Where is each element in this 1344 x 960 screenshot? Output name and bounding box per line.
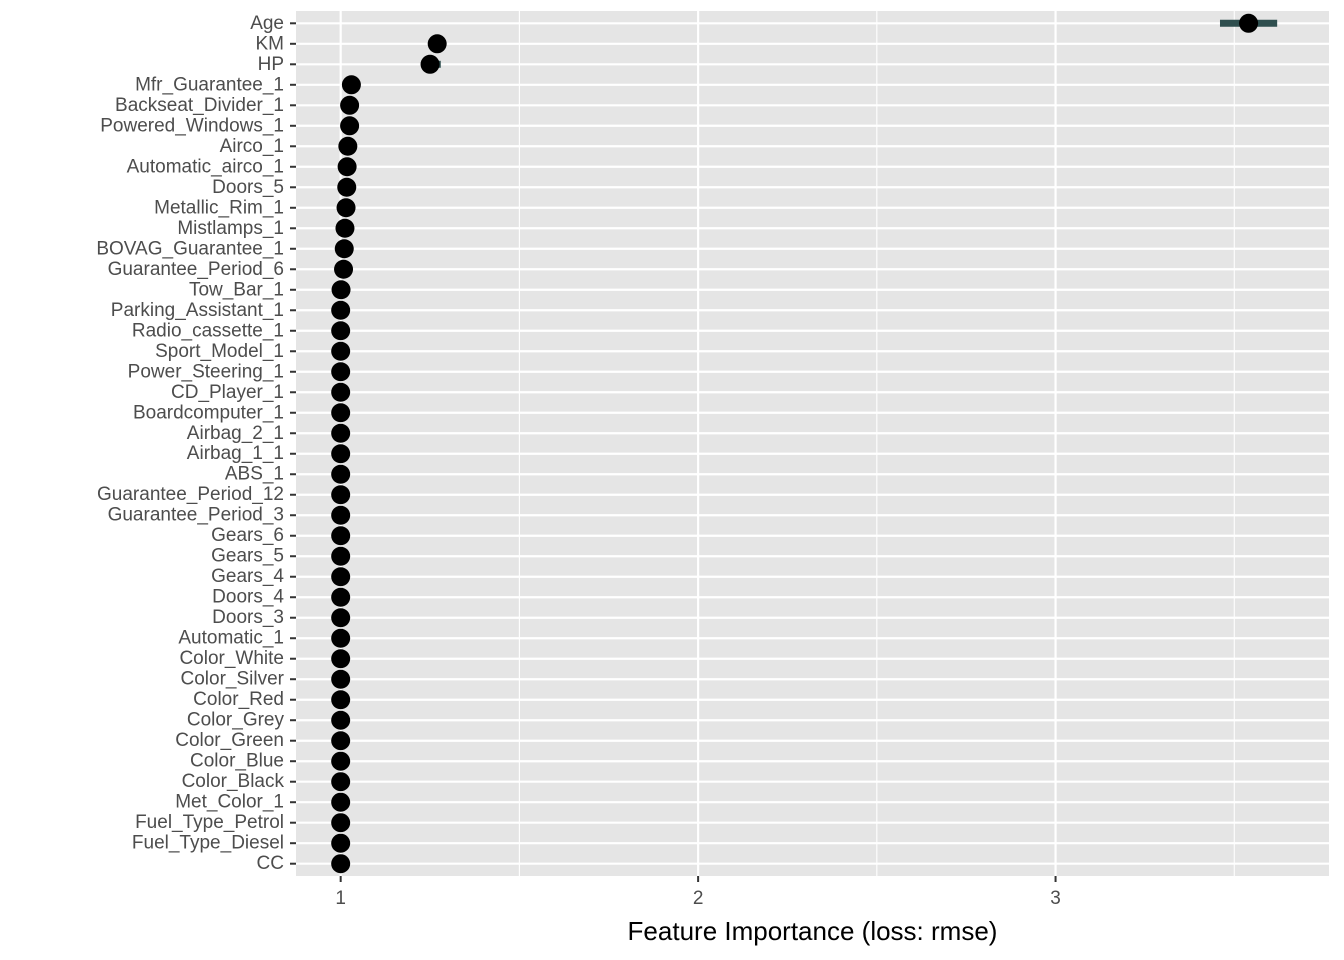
y-tick-label: Gears_4: [211, 566, 284, 587]
y-tick-label: Boardcomputer_1: [133, 402, 284, 423]
data-point: [331, 649, 351, 669]
y-tick-label: ABS_1: [225, 464, 284, 485]
y-tick-label: Parking_Assistant_1: [111, 300, 284, 321]
y-tick-label: Automatic_1: [178, 628, 284, 649]
data-point: [331, 362, 351, 382]
y-tick-label: Backseat_Divider_1: [115, 95, 284, 116]
y-tick-label: Mistlamps_1: [177, 218, 284, 239]
y-tick-label: Powered_Windows_1: [100, 115, 284, 136]
data-point: [331, 710, 351, 730]
data-point: [331, 423, 351, 443]
data-point: [331, 505, 351, 525]
data-point: [338, 136, 358, 156]
y-axis: AgeKMHPMfr_Guarantee_1Backseat_Divider_1…: [96, 13, 296, 874]
data-point: [341, 75, 361, 95]
data-point: [331, 403, 351, 423]
data-point: [331, 300, 351, 320]
y-tick-label: BOVAG_Guarantee_1: [96, 238, 284, 259]
y-tick-label: Gears_6: [211, 525, 284, 546]
y-tick-label: Met_Color_1: [175, 792, 284, 813]
y-tick-label: Guarantee_Period_6: [108, 259, 284, 280]
data-point: [337, 177, 357, 197]
y-tick-label: Fuel_Type_Diesel: [132, 833, 284, 854]
data-point: [331, 628, 351, 648]
data-point: [331, 751, 351, 771]
x-tick-label: 2: [693, 888, 704, 909]
data-point: [1239, 13, 1259, 33]
data-point: [331, 669, 351, 689]
data-point: [331, 464, 351, 484]
x-tick-label: 3: [1050, 888, 1061, 909]
y-tick-label: Gears_5: [211, 546, 284, 567]
y-tick-label: CD_Player_1: [171, 382, 284, 403]
y-tick-label: Airbag_2_1: [187, 423, 284, 444]
y-tick-label: Guarantee_Period_3: [108, 505, 284, 526]
y-tick-label: Fuel_Type_Petrol: [135, 812, 284, 833]
y-tick-label: Tow_Bar_1: [189, 279, 284, 300]
y-tick-label: Airbag_1_1: [187, 443, 284, 464]
data-point: [331, 792, 351, 812]
y-tick-label: Guarantee_Period_12: [97, 484, 284, 505]
data-point: [331, 772, 351, 792]
data-point: [335, 218, 355, 238]
data-point: [420, 54, 440, 74]
data-point: [331, 731, 351, 751]
x-axis: 1 2 3: [335, 876, 1061, 909]
data-point: [331, 833, 351, 853]
data-point: [331, 526, 351, 546]
y-tick-label: Doors_5: [212, 177, 284, 198]
data-point: [337, 157, 357, 177]
grid-lines: [296, 11, 1329, 876]
y-tick-label: Radio_cassette_1: [132, 320, 284, 341]
data-point: [340, 116, 360, 136]
data-point: [331, 567, 351, 587]
data-point: [331, 546, 351, 566]
data-point: [340, 95, 360, 115]
data-point: [331, 280, 351, 300]
y-tick-label: Color_Green: [175, 730, 284, 751]
y-tick-label: Doors_4: [212, 587, 284, 608]
data-point: [334, 259, 354, 279]
data-point: [331, 341, 351, 361]
data-point: [334, 239, 354, 259]
data-point: [331, 587, 351, 607]
y-tick-label: Age: [250, 13, 284, 34]
y-tick-label: Color_Red: [193, 689, 284, 710]
y-tick-label: Sport_Model_1: [155, 341, 284, 362]
data-points: [331, 13, 1259, 874]
data-point: [331, 690, 351, 710]
y-tick-label: Metallic_Rim_1: [154, 197, 284, 218]
plot-panel: [296, 11, 1329, 876]
y-tick-label: Doors_3: [212, 607, 284, 628]
y-tick-label: Airco_1: [220, 136, 284, 157]
y-tick-label: Color_Grey: [187, 710, 285, 731]
data-point: [331, 321, 351, 341]
y-tick-label: Automatic_airco_1: [127, 156, 284, 177]
y-tick-label: HP: [258, 54, 284, 75]
data-point: [331, 382, 351, 402]
data-point: [331, 485, 351, 505]
y-tick-label: KM: [256, 33, 285, 54]
x-tick-label: 1: [335, 888, 346, 909]
y-tick-label: Power_Steering_1: [128, 361, 284, 382]
data-point: [427, 34, 447, 54]
y-tick-label: Mfr_Guarantee_1: [135, 74, 284, 95]
y-tick-label: Color_White: [179, 648, 284, 669]
y-tick-label: CC: [257, 853, 284, 874]
data-point: [336, 198, 356, 218]
data-point: [331, 813, 351, 833]
data-point: [331, 444, 351, 464]
y-tick-label: Color_Blue: [190, 751, 284, 772]
x-axis-title: Feature Importance (loss: rmse): [628, 916, 998, 946]
data-point: [331, 854, 351, 874]
data-point: [331, 608, 351, 628]
y-tick-label: Color_Black: [182, 771, 285, 792]
y-tick-label: Color_Silver: [181, 669, 285, 690]
